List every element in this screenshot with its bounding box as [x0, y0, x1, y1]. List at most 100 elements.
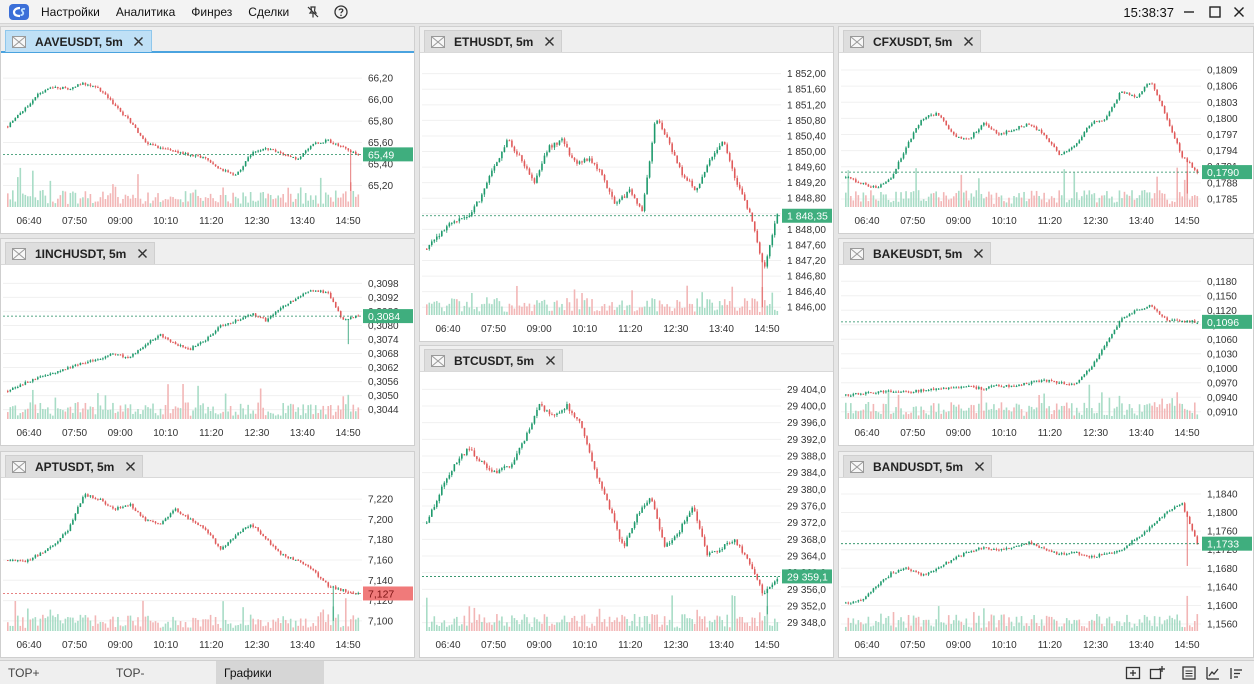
chart-add-icon[interactable] — [1204, 664, 1222, 682]
price-chart[interactable]: 7,2207,2007,1807,1607,1407,1207,1007,127… — [1, 479, 414, 657]
chart-panel-cfx[interactable]: CFXUSDT, 5m 0,1809 0,1806 0,1803 0,1800 0,179… — [838, 26, 1254, 234]
candle-body — [531, 174, 533, 179]
chart-panel-band[interactable]: BANDUSDT, 5m 1,1840 1,1800 1,1760 1,1720 1,16… — [838, 451, 1254, 658]
price-tick-label: 0,1809 — [1207, 66, 1238, 77]
menu-deals[interactable]: Сделки — [248, 4, 290, 19]
close-tab-icon[interactable] — [962, 36, 974, 48]
candle-body — [980, 387, 983, 390]
close-window-icon[interactable] — [1230, 3, 1248, 21]
chart-panel-eth[interactable]: ETHUSDT, 5m 1 852,00 1 851,60 1 851,20 1 850… — [419, 26, 834, 342]
volume-bar — [279, 197, 282, 207]
candle-body — [302, 293, 305, 297]
bottom-tab-top-minus[interactable]: TOP- — [116, 665, 145, 680]
menu-settings[interactable]: Настройки — [41, 4, 100, 19]
add-window-icon[interactable] — [1124, 664, 1142, 682]
candle-body — [875, 393, 877, 395]
volume-bar — [344, 598, 347, 631]
price-chart[interactable]: 0,11800,11500,11200,10900,10600,10300,10… — [839, 266, 1253, 445]
chart-tab-bake[interactable]: BAKEUSDT, 5m — [843, 242, 992, 264]
candle-body — [651, 498, 653, 502]
maximize-icon[interactable] — [1206, 3, 1224, 21]
volume-bar — [229, 623, 232, 631]
volume-bar — [1166, 403, 1168, 419]
volume-bar — [1193, 195, 1196, 207]
chart-tab-aave[interactable]: AAVEUSDT, 5m — [5, 30, 152, 52]
candle-body — [867, 392, 870, 394]
candle-body — [1168, 119, 1171, 127]
candle-body — [1098, 354, 1101, 360]
volume-bar — [611, 302, 613, 315]
candle-body — [985, 547, 988, 549]
volume-bar — [998, 196, 1000, 207]
candle-body — [1186, 158, 1189, 163]
price-axis: 0,11800,11500,11200,10900,10600,10300,10… — [1207, 277, 1238, 419]
volume-bar — [352, 615, 355, 631]
volume-bar — [92, 626, 94, 631]
chart-tab-apt[interactable]: APTUSDT, 5m — [5, 455, 144, 477]
chart-panel-bake[interactable]: BAKEUSDT, 5m 0,11800,11500,11200,10900,10… — [838, 238, 1254, 446]
price-chart[interactable]: 29 404,029 400,029 396,029 392,029 388,0… — [420, 373, 833, 657]
candle-body — [1053, 551, 1055, 553]
panel-header: ETHUSDT, 5m — [420, 27, 833, 53]
close-tab-icon[interactable] — [543, 36, 555, 48]
chart-tab-eth[interactable]: ETHUSDT, 5m — [424, 30, 563, 52]
price-chart[interactable]: 66,2066,0065,8065,6065,4065,2065,4906:40… — [1, 54, 414, 233]
candle-body — [1171, 509, 1173, 511]
chart-panel-1inch[interactable]: 1INCHUSDT, 5m0,30980,30920,30860,30800,3… — [0, 238, 415, 446]
volume-bar — [581, 293, 583, 315]
time-tick-label: 07:50 — [481, 640, 506, 651]
candle-body — [177, 344, 179, 346]
price-chart[interactable]: 0,30980,30920,30860,30800,30740,30680,30… — [1, 266, 414, 445]
list-icon[interactable] — [1180, 664, 1198, 682]
candle-body — [476, 456, 478, 460]
sort-icon[interactable] — [1228, 664, 1246, 682]
chart-panel-apt[interactable]: APTUSDT, 5m 7,220 7,200 7,180 7,160 7,140 7,12… — [0, 451, 415, 658]
price-chart[interactable]: 1,18401,18001,17601,17201,16801,16401,16… — [839, 479, 1253, 657]
volume-bar — [12, 406, 14, 419]
volume-bar — [641, 307, 643, 315]
volume-bar — [426, 597, 428, 631]
close-tab-icon[interactable] — [972, 248, 984, 260]
bottom-tab-top-plus[interactable]: TOP+ — [8, 665, 40, 680]
pin-off-icon[interactable] — [305, 4, 321, 20]
bottom-tab-charts[interactable]: Графики — [216, 661, 324, 684]
chart-tab-1inch[interactable]: 1INCHUSDT, 5m — [5, 242, 156, 264]
time-tick-label: 07:50 — [62, 216, 87, 227]
menu-analytics[interactable]: Аналитика — [115, 4, 176, 19]
chart-panel-btc[interactable]: BTCUSDT, 5m 29 404,0 29 400,0 29 396,0 29 39… — [419, 345, 834, 658]
new-chart-icon[interactable] — [1148, 664, 1166, 682]
minimize-icon[interactable] — [1180, 3, 1198, 21]
volume-bar — [937, 606, 940, 631]
close-tab-icon[interactable] — [973, 461, 985, 473]
chart-panel-aave[interactable]: AAVEUSDT, 5m 66,20 66,00 65,80 65,60 65,40 65,… — [0, 26, 415, 234]
close-tab-icon[interactable] — [124, 461, 136, 473]
candle-body — [254, 313, 257, 317]
candle-body — [456, 462, 458, 465]
help-icon[interactable] — [333, 4, 349, 20]
candle-body — [862, 182, 865, 184]
panel-header: BTCUSDT, 5m — [420, 346, 833, 372]
volume-bar — [508, 303, 511, 315]
price-chart[interactable]: 0,18090,18060,18030,18000,17970,17940,17… — [839, 54, 1253, 233]
price-chart[interactable]: 1 852,001 851,601 851,201 850,801 850,40… — [420, 54, 833, 341]
volume-bar — [443, 620, 446, 631]
volume-bar — [463, 615, 466, 631]
chart-placeholder-icon — [850, 35, 864, 48]
volume-bar — [978, 178, 980, 207]
last-price-label: 0,1096 — [1207, 317, 1239, 329]
volume-bar — [641, 627, 643, 631]
volume-bar — [154, 621, 157, 631]
volume-bar — [451, 298, 453, 315]
menu-finrez[interactable]: Финрез — [191, 4, 233, 19]
chart-tab-btc[interactable]: BTCUSDT, 5m — [424, 349, 564, 371]
close-tab-icon[interactable] — [133, 36, 145, 48]
chart-tab-cfx[interactable]: CFXUSDT, 5m — [843, 30, 982, 52]
chart-tab-band[interactable]: BANDUSDT, 5m — [843, 455, 993, 477]
volume-bar — [84, 615, 87, 631]
volume-bar — [67, 617, 69, 631]
candle-body — [1133, 310, 1136, 314]
close-tab-icon[interactable] — [544, 355, 556, 367]
candle-body — [242, 528, 244, 533]
candle-body — [322, 142, 325, 144]
close-tab-icon[interactable] — [136, 248, 148, 260]
